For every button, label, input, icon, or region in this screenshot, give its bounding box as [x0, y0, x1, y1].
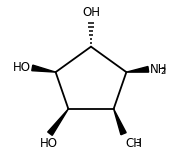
- Polygon shape: [126, 66, 149, 72]
- Text: CH: CH: [125, 136, 142, 150]
- Text: 2: 2: [160, 67, 165, 76]
- Text: OH: OH: [82, 6, 100, 19]
- Polygon shape: [114, 109, 126, 135]
- Text: 3: 3: [136, 139, 141, 148]
- Text: HO: HO: [13, 61, 31, 74]
- Text: NH: NH: [150, 63, 167, 76]
- Polygon shape: [32, 65, 56, 72]
- Text: HO: HO: [39, 136, 58, 150]
- Polygon shape: [48, 109, 68, 135]
